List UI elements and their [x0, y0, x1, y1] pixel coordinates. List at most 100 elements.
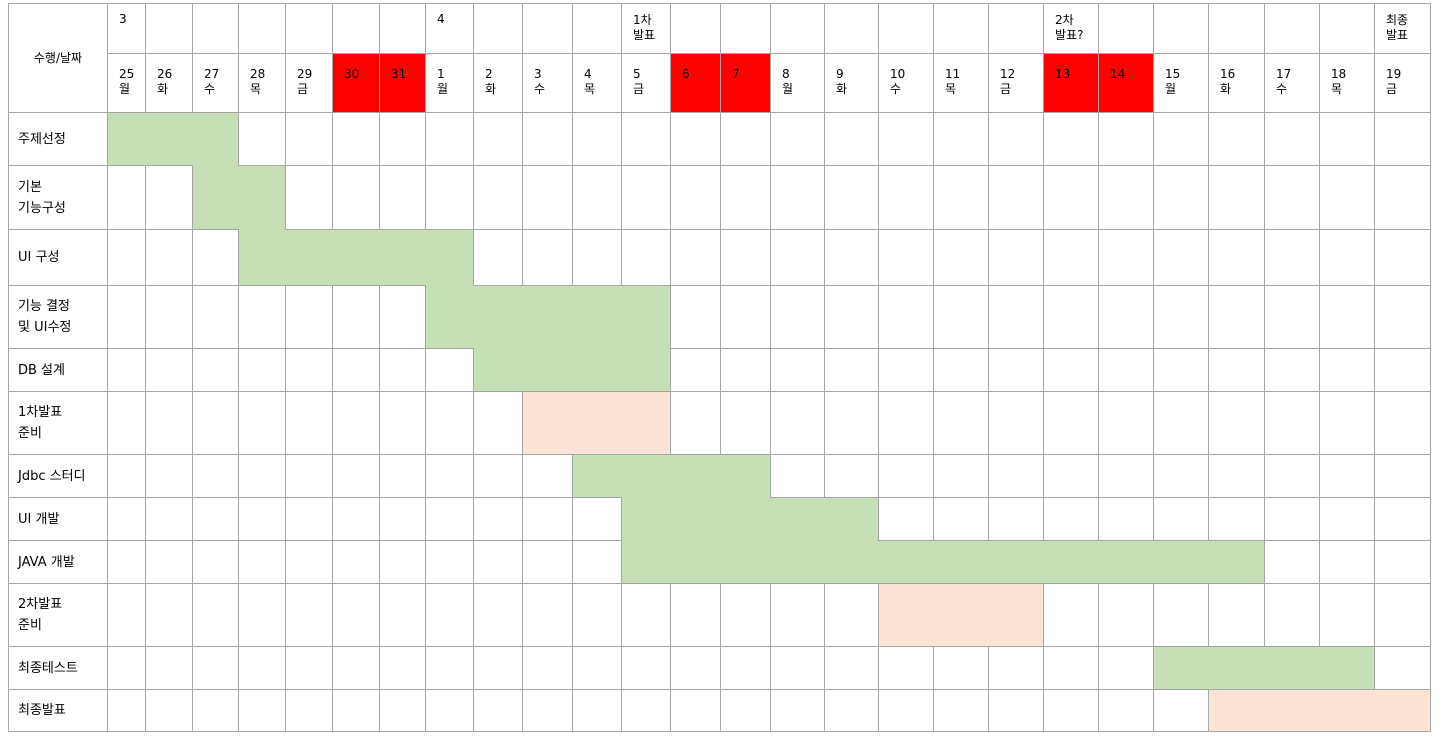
- schedule-empty-cell: [934, 498, 989, 541]
- schedule-empty-cell: [1265, 541, 1320, 584]
- schedule-empty-cell: [380, 113, 426, 166]
- schedule-empty-cell: [108, 230, 146, 286]
- schedule-empty-cell: [523, 166, 573, 230]
- schedule-empty-cell: [1154, 166, 1209, 230]
- schedule-empty-cell: [239, 690, 286, 732]
- schedule-bar-cell: [286, 230, 333, 286]
- schedule-empty-cell: [1099, 113, 1154, 166]
- schedule-empty-cell: [193, 647, 239, 690]
- schedule-empty-cell: [193, 690, 239, 732]
- schedule-empty-cell: [1044, 230, 1099, 286]
- schedule-empty-cell: [825, 230, 879, 286]
- task-label: 기능 결정 및 UI수정: [9, 286, 108, 349]
- schedule-empty-cell: [146, 392, 193, 455]
- schedule-empty-cell: [934, 166, 989, 230]
- header-note-cell: [934, 4, 989, 54]
- schedule-empty-cell: [1044, 113, 1099, 166]
- schedule-empty-cell: [879, 349, 934, 392]
- schedule-empty-cell: [193, 392, 239, 455]
- schedule-empty-cell: [474, 230, 523, 286]
- schedule-bar-cell: [523, 286, 573, 349]
- schedule-empty-cell: [573, 230, 622, 286]
- schedule-empty-cell: [239, 498, 286, 541]
- date-weekday: 수: [204, 82, 216, 96]
- header-note-cell: [1099, 4, 1154, 54]
- schedule-empty-cell: [825, 166, 879, 230]
- schedule-empty-cell: [146, 690, 193, 732]
- schedule-empty-cell: [771, 349, 825, 392]
- schedule-empty-cell: [1044, 166, 1099, 230]
- schedule-empty-cell: [1320, 230, 1375, 286]
- header-note-cell: [825, 4, 879, 54]
- date-weekday: 수: [1276, 82, 1288, 96]
- schedule-empty-cell: [825, 286, 879, 349]
- schedule-empty-cell: [523, 647, 573, 690]
- date-header: 13: [1044, 54, 1099, 113]
- schedule-empty-cell: [1265, 455, 1320, 498]
- schedule-empty-cell: [286, 541, 333, 584]
- schedule-empty-cell: [523, 113, 573, 166]
- date-day: 27: [204, 67, 220, 81]
- date-header: 25 월: [108, 54, 146, 113]
- schedule-empty-cell: [573, 690, 622, 732]
- header-note-cell: [380, 4, 426, 54]
- schedule-empty-cell: [1375, 647, 1431, 690]
- header-note-cell: [1154, 4, 1209, 54]
- schedule-empty-cell: [771, 286, 825, 349]
- header-note-cell: [333, 4, 380, 54]
- date-day: 5: [633, 67, 641, 81]
- schedule-bar-cell: [825, 541, 879, 584]
- task-label: 최종테스트: [9, 647, 108, 690]
- schedule-bar-cell: [622, 286, 671, 349]
- task-label: JAVA 개발: [9, 541, 108, 584]
- schedule-bar-cell: [474, 349, 523, 392]
- schedule-empty-cell: [1044, 392, 1099, 455]
- schedule-empty-cell: [879, 113, 934, 166]
- date-day: 17: [1276, 67, 1292, 81]
- date-header: 30: [333, 54, 380, 113]
- date-weekday: 목: [945, 82, 957, 96]
- schedule-empty-cell: [523, 230, 573, 286]
- date-day: 4: [584, 67, 592, 81]
- schedule-empty-cell: [1265, 392, 1320, 455]
- schedule-empty-cell: [286, 286, 333, 349]
- schedule-empty-cell: [1375, 166, 1431, 230]
- schedule-empty-cell: [934, 286, 989, 349]
- task-label: 주제선정: [9, 113, 108, 166]
- schedule-empty-cell: [380, 647, 426, 690]
- date-day: 19: [1386, 67, 1402, 81]
- schedule-empty-cell: [771, 166, 825, 230]
- schedule-empty-cell: [671, 392, 721, 455]
- date-weekday: 월: [1165, 82, 1177, 96]
- schedule-empty-cell: [108, 498, 146, 541]
- schedule-empty-cell: [825, 113, 879, 166]
- schedule-empty-cell: [622, 230, 671, 286]
- header-note-cell: [286, 4, 333, 54]
- schedule-empty-cell: [333, 113, 380, 166]
- schedule-bar-cell: [1209, 690, 1265, 732]
- date-day: 1: [437, 67, 445, 81]
- schedule-bar-cell: [573, 349, 622, 392]
- schedule-empty-cell: [523, 584, 573, 647]
- schedule-empty-cell: [934, 690, 989, 732]
- schedule-empty-cell: [1375, 455, 1431, 498]
- date-day: 31: [391, 67, 407, 81]
- schedule-empty-cell: [573, 113, 622, 166]
- schedule-empty-cell: [146, 286, 193, 349]
- milestone-label: 1차 발표: [622, 4, 671, 54]
- schedule-empty-cell: [426, 690, 474, 732]
- schedule-empty-cell: [721, 690, 771, 732]
- schedule-empty-cell: [771, 584, 825, 647]
- schedule-empty-cell: [573, 647, 622, 690]
- schedule-empty-cell: [474, 647, 523, 690]
- date-day: 29: [297, 67, 313, 81]
- schedule-empty-cell: [108, 584, 146, 647]
- date-weekday: 금: [1386, 82, 1398, 96]
- schedule-empty-cell: [1044, 498, 1099, 541]
- schedule-empty-cell: [239, 584, 286, 647]
- date-weekday: 목: [250, 82, 262, 96]
- date-weekday: 화: [836, 82, 848, 96]
- schedule-bar-cell: [1265, 647, 1320, 690]
